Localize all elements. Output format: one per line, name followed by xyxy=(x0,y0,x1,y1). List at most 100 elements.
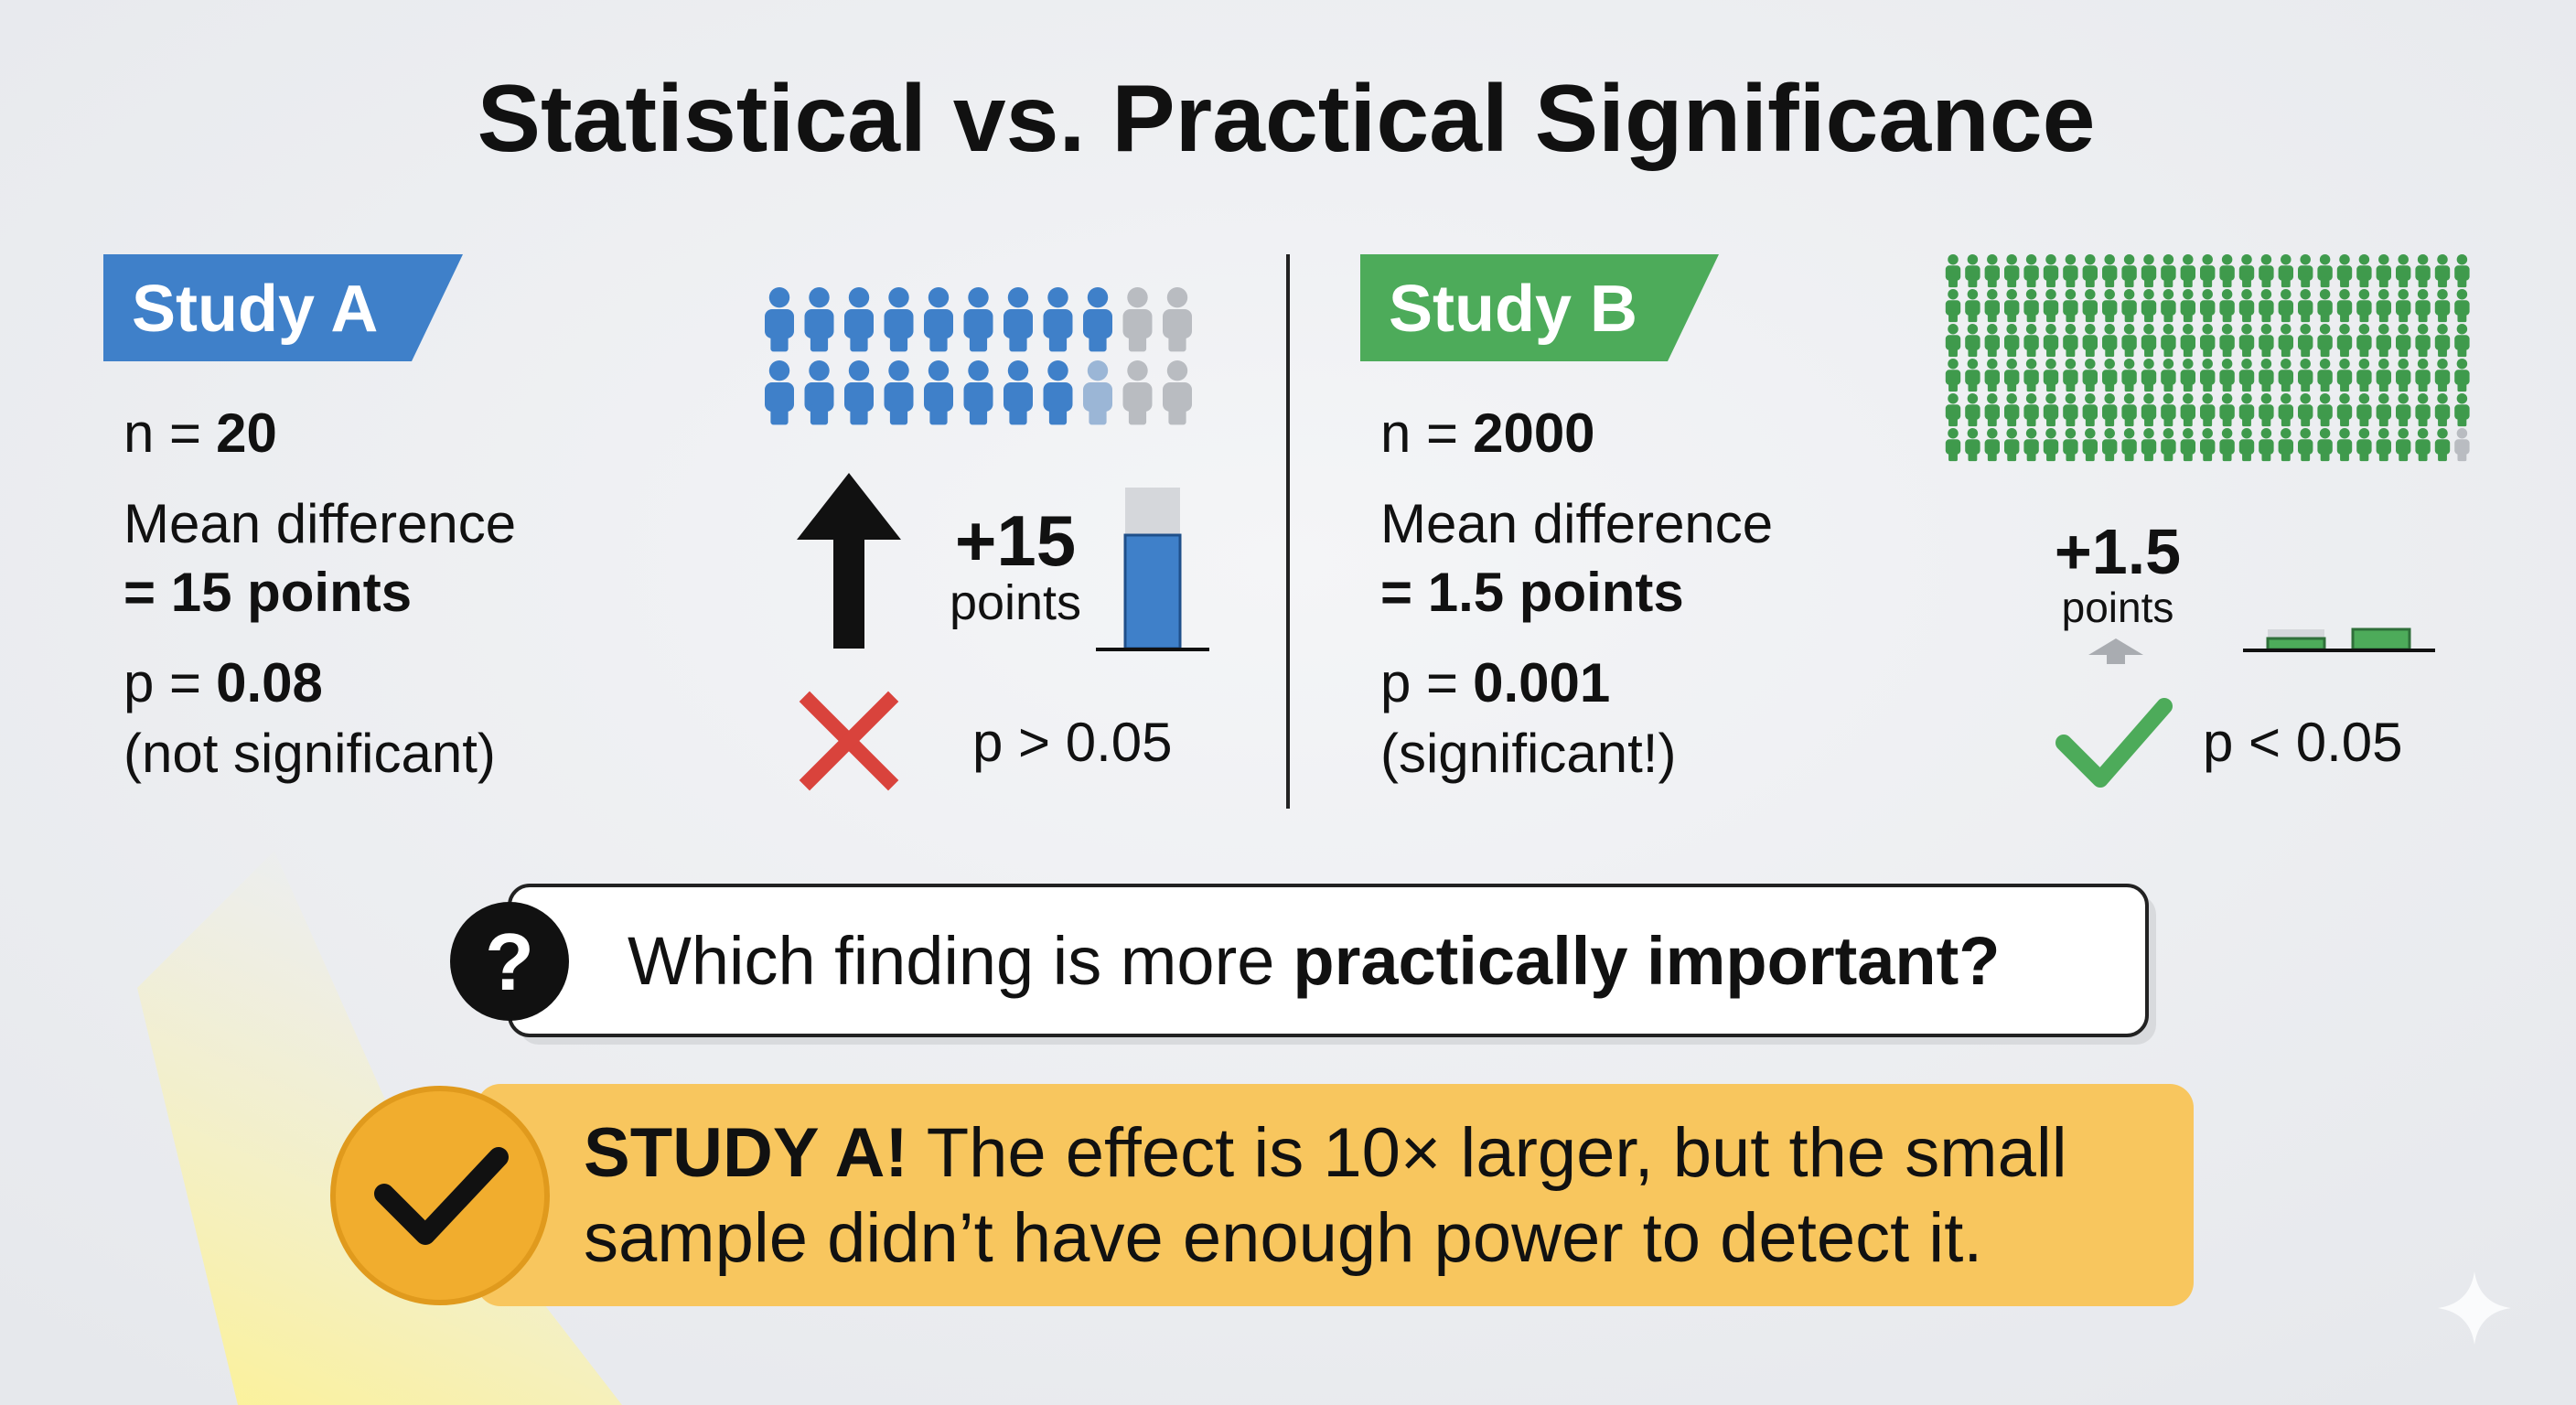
person-legs xyxy=(2359,346,2369,358)
person-head xyxy=(2339,393,2350,404)
person-legs xyxy=(2222,381,2232,392)
person-head xyxy=(2417,289,2429,300)
person-body xyxy=(765,382,794,412)
person-legs xyxy=(2046,346,2055,358)
p-value: 0.001 xyxy=(1473,652,1610,713)
person-body xyxy=(1122,309,1153,338)
person-icon xyxy=(1965,359,1980,392)
person-legs xyxy=(2007,381,2017,392)
person-icon xyxy=(2454,324,2470,358)
person-body xyxy=(1965,439,1980,455)
person-icon xyxy=(844,360,874,425)
person-legs xyxy=(2457,346,2467,358)
person-icon xyxy=(2317,428,2333,462)
person-legs xyxy=(2163,415,2174,427)
study-b-effect-unit: points xyxy=(2062,584,2174,631)
person-body xyxy=(2180,335,2195,350)
person-body xyxy=(2219,404,2235,420)
person-icon xyxy=(1965,393,1980,427)
person-icon xyxy=(2200,289,2216,323)
person-legs xyxy=(2378,415,2388,427)
person-legs xyxy=(1968,415,1978,427)
person-head xyxy=(1967,359,1979,370)
person-icon xyxy=(2298,324,2313,358)
person-body xyxy=(2121,404,2137,420)
person-legs xyxy=(2124,346,2134,358)
person-body xyxy=(2141,404,2157,420)
person-head xyxy=(2437,289,2448,300)
person-icon xyxy=(924,287,953,352)
person-legs xyxy=(889,404,908,425)
person-icon xyxy=(2376,428,2391,462)
person-icon xyxy=(2023,359,2039,392)
answer-line-1: STUDY A! The effect is 10× larger, but th… xyxy=(584,1114,2067,1192)
person-body xyxy=(2396,370,2411,385)
person-body xyxy=(2200,265,2216,281)
person-head xyxy=(2319,324,2331,335)
person-head xyxy=(1007,287,1029,308)
person-icon xyxy=(2298,359,2313,392)
person-head xyxy=(1987,359,1998,370)
person-head xyxy=(2437,324,2448,335)
person-icon xyxy=(1965,324,1980,358)
person-icon xyxy=(2063,359,2078,392)
person-legs xyxy=(850,331,868,352)
person-head xyxy=(2202,324,2213,335)
person-body xyxy=(1043,309,1073,338)
study-a-n: n = 20 xyxy=(123,402,277,464)
person-body xyxy=(2161,300,2176,316)
person-head xyxy=(2163,289,2174,300)
person-legs xyxy=(1948,346,1958,358)
person-icon xyxy=(2141,359,2157,392)
person-legs xyxy=(2340,415,2349,427)
person-body xyxy=(2298,300,2313,316)
person-legs xyxy=(2046,381,2055,392)
person-legs xyxy=(2242,381,2251,392)
person-icon xyxy=(2043,324,2059,358)
person-head xyxy=(2183,359,2194,370)
person-body xyxy=(2396,300,2411,316)
person-icon xyxy=(2082,428,2098,462)
person-icon xyxy=(2356,289,2372,323)
person-head xyxy=(2437,428,2448,439)
person-icon xyxy=(2004,393,2020,427)
person-legs xyxy=(2105,415,2115,427)
person-legs xyxy=(2359,311,2369,323)
n-label: n = xyxy=(123,402,201,464)
person-legs xyxy=(2281,346,2291,358)
person-head xyxy=(2378,428,2389,439)
person-legs xyxy=(850,404,868,425)
person-body xyxy=(1163,309,1192,338)
person-head xyxy=(2358,359,2370,370)
person-icon xyxy=(1122,360,1153,425)
person-icon xyxy=(2376,324,2391,358)
person-legs xyxy=(2438,346,2447,358)
person-body xyxy=(2121,439,2137,455)
person-body xyxy=(2161,370,2176,385)
person-legs xyxy=(2046,450,2055,462)
person-legs xyxy=(2203,415,2213,427)
person-body xyxy=(2102,300,2118,316)
person-body xyxy=(2336,404,2353,420)
person-icon xyxy=(2396,428,2411,462)
person-body xyxy=(2238,335,2255,350)
person-head xyxy=(809,360,830,381)
effect-bar xyxy=(1123,533,1182,650)
person-icon xyxy=(2356,428,2372,462)
person-legs xyxy=(2105,311,2115,323)
person-legs xyxy=(2203,276,2213,288)
person-body xyxy=(1984,439,2000,455)
person-body xyxy=(2023,404,2039,420)
person-icon xyxy=(2259,428,2274,462)
person-head xyxy=(2319,359,2331,370)
person-icon xyxy=(2141,254,2157,288)
person-body xyxy=(2082,335,2098,350)
person-head xyxy=(2183,324,2194,335)
person-icon xyxy=(1004,360,1033,425)
person-legs xyxy=(2007,346,2017,358)
person-head xyxy=(2045,324,2056,335)
person-head xyxy=(2398,393,2409,404)
person-body xyxy=(1945,439,1961,455)
person-head xyxy=(2417,393,2429,404)
person-head xyxy=(2104,324,2115,335)
